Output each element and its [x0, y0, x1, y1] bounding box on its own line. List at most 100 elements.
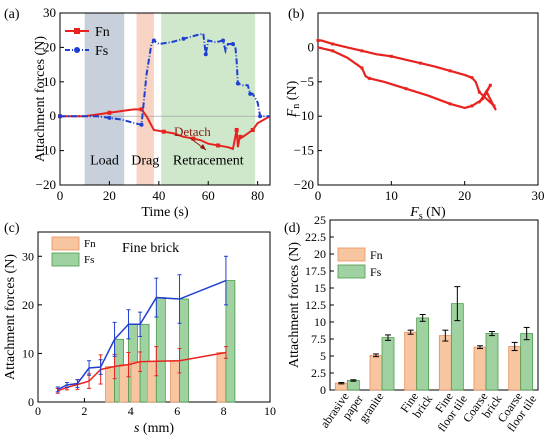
trajectory-point: [470, 76, 474, 80]
y-tick-label: −20: [36, 177, 56, 192]
panel-c: 0 2 4 6 8 10 0 10 20 30 (c) Fine brick s (mm) Att…: [3, 221, 276, 436]
panel-c-label: (c): [4, 221, 20, 236]
panel-b-frame: [317, 12, 539, 186]
y-tick-label: 20: [22, 298, 34, 312]
x-tick-label: 40: [152, 188, 165, 203]
legend-c-fs-label: Fs: [84, 254, 94, 266]
bar-fn: [508, 346, 522, 391]
panel-d: 02.557.51012.51517.52022.525abrasivepape…: [284, 213, 539, 435]
x-tick-label: 0: [35, 404, 41, 418]
panel-a-legend: Fn Fs: [65, 25, 110, 59]
trajectory-point: [360, 66, 364, 70]
legend-c-fn-label: Fn: [84, 238, 96, 250]
point-fn: [216, 143, 221, 148]
y-tick-label: 25: [314, 213, 326, 227]
trajectory-point: [470, 104, 474, 108]
point-fs: [230, 41, 235, 46]
legend-d-fn-swatch: [337, 247, 366, 262]
y-tick-label: 10: [22, 346, 34, 360]
bar-fs: [179, 298, 189, 403]
y-tick-label: −5: [300, 74, 314, 89]
legend-d-fn-label: Fn: [370, 248, 383, 262]
y-tick-label: 2.5: [311, 366, 326, 380]
region-label-2: Retracement: [173, 153, 244, 168]
trajectory-point: [367, 76, 371, 80]
trajectory-point: [485, 90, 489, 94]
y-tick-label: 7.5: [311, 332, 326, 346]
y-tick-label: −15: [294, 143, 314, 158]
point-fn: [250, 127, 255, 132]
y-tick-label: 0: [320, 383, 326, 397]
point-fs: [203, 52, 208, 57]
y-tick-label: 22.5: [305, 230, 326, 244]
panel-b-xlabel: Fs (N): [409, 205, 446, 222]
panel-b-ylabel: Fn (N): [285, 80, 302, 118]
panel-a-regions: Load Drag Retracement: [60, 13, 270, 185]
point-fs: [221, 38, 226, 43]
point-fs: [107, 115, 112, 120]
category-label: Coarsefloor tile: [493, 385, 539, 435]
series-fs: [60, 32, 270, 127]
panel-a-series: [58, 32, 271, 151]
legend-fn-marker: [74, 28, 80, 34]
bar-fs: [225, 280, 236, 403]
bar-fs: [416, 317, 430, 391]
trajectory-point: [488, 83, 492, 87]
legend-fs-marker: [74, 47, 80, 53]
x-tick-label: 30: [532, 188, 545, 203]
bar-fn: [473, 346, 487, 391]
panel-d-bars: [334, 286, 534, 391]
bar-fs: [381, 337, 395, 391]
point-fs: [58, 114, 62, 119]
x-tick-label: 0: [315, 188, 322, 203]
panel-a-annotation-detach: Detach: [174, 124, 211, 139]
y-tick-label: −10: [36, 143, 56, 158]
x-tick-label: 4: [128, 404, 134, 418]
y-tick-label: 10: [314, 315, 326, 329]
y-tick-label: 20: [314, 247, 326, 261]
bar-fs: [485, 333, 499, 391]
bar-fs: [346, 380, 360, 391]
point-fn: [238, 134, 243, 139]
y-tick-label: 15: [314, 281, 326, 295]
y-tick-label: −20: [294, 177, 314, 192]
trajectory-point: [404, 87, 408, 91]
x-tick-label: 20: [458, 188, 471, 203]
point-fs: [181, 36, 186, 41]
point-fs: [248, 91, 253, 96]
x-tick-label: 20: [103, 188, 116, 203]
x-tick-label: 10: [264, 404, 276, 418]
panel-a-xlabel: Time (s): [141, 205, 189, 220]
bar-fn: [105, 366, 115, 403]
legend-fn-label: Fn: [95, 25, 110, 40]
panel-b-ticks: 0 10 20 30 0 −5 −10 −15 −20: [294, 39, 545, 203]
panel-d-legend: Fn Fs: [337, 247, 383, 279]
x-tick-label: 6: [174, 404, 180, 418]
region-label-0: Load: [90, 153, 119, 168]
bar-fn: [369, 354, 383, 391]
point-fs: [139, 122, 144, 127]
panel-a-annotation-arrowhead: [200, 144, 206, 150]
panel-b: 0 10 20 30 0 −5 −10 −15 −20 (b) Fs (N) Fn (N): [285, 7, 545, 222]
panel-b-series: [316, 39, 497, 111]
trajectory-point: [419, 61, 423, 65]
panel-d-label: (d): [284, 221, 301, 236]
category-label: Finefloor tile: [424, 385, 470, 435]
category-label: Coarsebrick: [460, 385, 505, 433]
bar-fn: [146, 360, 157, 403]
point-fs: [258, 114, 263, 119]
bar-fn: [404, 331, 418, 391]
x-tick-label: 10: [385, 188, 398, 203]
trajectory-point: [389, 54, 393, 58]
x-tick-label: 0: [57, 188, 64, 203]
y-tick-label: 30: [43, 5, 56, 20]
panel-d-ylabel: Attachment forces (N): [287, 242, 302, 368]
trajectory-point: [331, 49, 335, 53]
bar-fn: [119, 364, 129, 403]
y-tick-label: 30: [22, 249, 34, 263]
panel-a-frame: [59, 12, 271, 186]
panel-c-title: Fine brick: [122, 241, 179, 256]
y-tick-label: 20: [43, 39, 56, 54]
trajectory-point: [492, 104, 496, 108]
